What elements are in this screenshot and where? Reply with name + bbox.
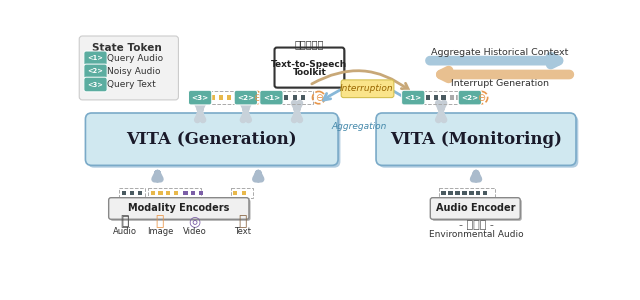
Bar: [159, 191, 163, 195]
FancyBboxPatch shape: [110, 199, 250, 221]
FancyBboxPatch shape: [378, 115, 579, 168]
Text: Text: Text: [234, 227, 252, 236]
FancyBboxPatch shape: [234, 90, 257, 105]
FancyBboxPatch shape: [276, 49, 346, 89]
Bar: [284, 95, 288, 100]
Text: Toolkit: Toolkit: [292, 68, 326, 77]
Bar: [282, 92, 312, 104]
Bar: [199, 191, 203, 195]
Bar: [442, 191, 445, 195]
FancyBboxPatch shape: [189, 90, 212, 105]
Bar: [301, 95, 305, 100]
FancyBboxPatch shape: [402, 90, 425, 105]
FancyBboxPatch shape: [85, 113, 338, 165]
Bar: [456, 95, 460, 100]
Bar: [130, 191, 134, 195]
Bar: [442, 95, 445, 100]
Text: Query Text: Query Text: [107, 80, 156, 89]
Text: Audio: Audio: [113, 227, 137, 236]
Bar: [219, 95, 223, 100]
FancyBboxPatch shape: [88, 115, 340, 168]
Bar: [423, 92, 467, 104]
FancyBboxPatch shape: [84, 64, 107, 79]
Text: <2>: <2>: [88, 68, 104, 74]
Bar: [455, 191, 460, 195]
FancyBboxPatch shape: [84, 77, 107, 92]
FancyBboxPatch shape: [376, 113, 576, 165]
FancyBboxPatch shape: [260, 90, 283, 105]
Bar: [439, 188, 495, 199]
Text: State Token: State Token: [92, 43, 161, 52]
Bar: [122, 191, 126, 195]
Text: <2>: <2>: [237, 94, 255, 100]
Text: <1>: <1>: [404, 94, 422, 100]
Bar: [227, 95, 231, 100]
Bar: [209, 92, 234, 104]
Bar: [166, 191, 170, 195]
Bar: [233, 191, 237, 195]
FancyBboxPatch shape: [275, 47, 344, 88]
Bar: [450, 95, 454, 100]
Bar: [231, 188, 253, 199]
Bar: [138, 191, 142, 195]
Text: ⛰: ⛰: [156, 214, 164, 229]
Bar: [150, 191, 155, 195]
FancyBboxPatch shape: [84, 51, 107, 66]
Text: 𝍪: 𝍪: [121, 214, 129, 229]
Bar: [426, 95, 430, 100]
Bar: [211, 95, 216, 100]
Bar: [183, 191, 188, 195]
Text: 📷: 📷: [239, 214, 247, 229]
Text: Modality Encoders: Modality Encoders: [128, 203, 230, 214]
Bar: [448, 191, 452, 195]
Bar: [242, 191, 246, 195]
Text: ⊖: ⊖: [477, 93, 486, 103]
Text: Image: Image: [147, 227, 173, 236]
Text: <1>: <1>: [88, 55, 104, 61]
FancyBboxPatch shape: [79, 36, 179, 100]
Text: 𝍪𝍪𝍪𝍪𝍪: 𝍪𝍪𝍪𝍪𝍪: [294, 40, 324, 50]
Text: Text-to-Speech: Text-to-Speech: [271, 60, 348, 69]
Text: Audio Encoder: Audio Encoder: [435, 203, 515, 214]
Text: Environmental Audio: Environmental Audio: [429, 230, 524, 239]
Text: <3>: <3>: [191, 94, 209, 100]
Text: <1>: <1>: [263, 94, 280, 100]
FancyBboxPatch shape: [109, 198, 249, 219]
Bar: [433, 95, 438, 100]
Text: - 𝍪𝍪𝍪 -: - 𝍪𝍪𝍪 -: [459, 220, 493, 230]
Text: ◎: ◎: [189, 214, 201, 229]
FancyBboxPatch shape: [430, 198, 520, 219]
Bar: [292, 95, 297, 100]
Text: 𝍪: 𝍪: [121, 215, 129, 228]
Text: VITA (Monitoring): VITA (Monitoring): [390, 131, 562, 148]
Text: ⊖: ⊖: [315, 93, 323, 103]
FancyBboxPatch shape: [432, 199, 522, 221]
Text: Interruption: Interruption: [340, 84, 394, 93]
Text: VITA (Generation): VITA (Generation): [127, 131, 297, 148]
Text: Interrupt Generation: Interrupt Generation: [451, 79, 549, 88]
Text: Aggregate Historical Context: Aggregate Historical Context: [431, 48, 569, 57]
Bar: [174, 191, 178, 195]
Text: Aggregation: Aggregation: [332, 122, 387, 131]
Bar: [483, 191, 488, 195]
FancyBboxPatch shape: [458, 90, 481, 105]
Bar: [462, 95, 467, 100]
Bar: [191, 191, 195, 195]
Text: Query Audio: Query Audio: [107, 54, 163, 63]
FancyBboxPatch shape: [341, 80, 394, 98]
Text: <3>: <3>: [88, 82, 104, 88]
Text: Noisy Audio: Noisy Audio: [107, 67, 161, 76]
Bar: [476, 191, 481, 195]
Bar: [462, 191, 467, 195]
Bar: [148, 188, 201, 199]
Text: Video: Video: [183, 227, 207, 236]
Text: <2>: <2>: [461, 94, 479, 100]
Bar: [119, 188, 145, 199]
Text: ⊖: ⊖: [253, 93, 260, 103]
Bar: [469, 191, 474, 195]
